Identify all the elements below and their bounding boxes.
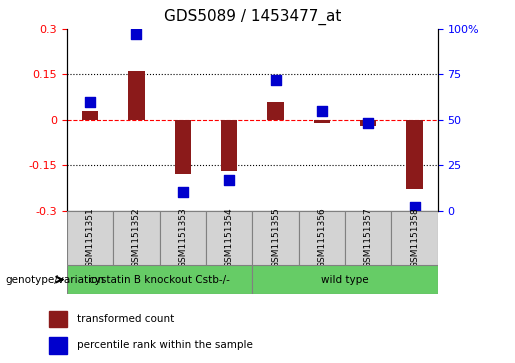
FancyBboxPatch shape bbox=[67, 265, 252, 294]
Text: transformed count: transformed count bbox=[77, 314, 174, 324]
Bar bbox=[49, 337, 67, 354]
FancyBboxPatch shape bbox=[67, 211, 113, 265]
Text: GSM1151355: GSM1151355 bbox=[271, 207, 280, 268]
Point bbox=[271, 77, 280, 83]
Text: cystatin B knockout Cstb-/-: cystatin B knockout Cstb-/- bbox=[89, 274, 230, 285]
Text: GSM1151354: GSM1151354 bbox=[225, 207, 234, 268]
Bar bbox=[82, 111, 98, 120]
FancyBboxPatch shape bbox=[345, 211, 391, 265]
Point bbox=[318, 108, 326, 114]
Text: GSM1151353: GSM1151353 bbox=[178, 207, 187, 268]
FancyBboxPatch shape bbox=[391, 211, 438, 265]
Bar bbox=[221, 120, 237, 171]
Text: GSM1151351: GSM1151351 bbox=[85, 207, 95, 268]
Bar bbox=[406, 120, 423, 189]
Text: GSM1151356: GSM1151356 bbox=[317, 207, 327, 268]
Point bbox=[364, 121, 372, 126]
Point bbox=[132, 32, 141, 37]
Text: wild type: wild type bbox=[321, 274, 369, 285]
Bar bbox=[314, 120, 330, 123]
Text: GSM1151352: GSM1151352 bbox=[132, 207, 141, 268]
Bar bbox=[128, 72, 145, 120]
FancyBboxPatch shape bbox=[252, 211, 299, 265]
FancyBboxPatch shape bbox=[299, 211, 345, 265]
Text: GSM1151358: GSM1151358 bbox=[410, 207, 419, 268]
Text: GSM1151357: GSM1151357 bbox=[364, 207, 373, 268]
FancyBboxPatch shape bbox=[160, 211, 206, 265]
Bar bbox=[49, 311, 67, 327]
Bar bbox=[175, 120, 191, 174]
Point bbox=[225, 177, 233, 183]
Bar bbox=[360, 120, 376, 126]
Text: genotype/variation: genotype/variation bbox=[5, 275, 104, 285]
Text: percentile rank within the sample: percentile rank within the sample bbox=[77, 340, 253, 350]
Point bbox=[86, 99, 94, 105]
Point bbox=[179, 189, 187, 195]
Point bbox=[410, 204, 419, 210]
Title: GDS5089 / 1453477_at: GDS5089 / 1453477_at bbox=[164, 9, 341, 25]
Bar bbox=[267, 102, 284, 120]
FancyBboxPatch shape bbox=[113, 211, 160, 265]
FancyBboxPatch shape bbox=[252, 265, 438, 294]
FancyBboxPatch shape bbox=[206, 211, 252, 265]
